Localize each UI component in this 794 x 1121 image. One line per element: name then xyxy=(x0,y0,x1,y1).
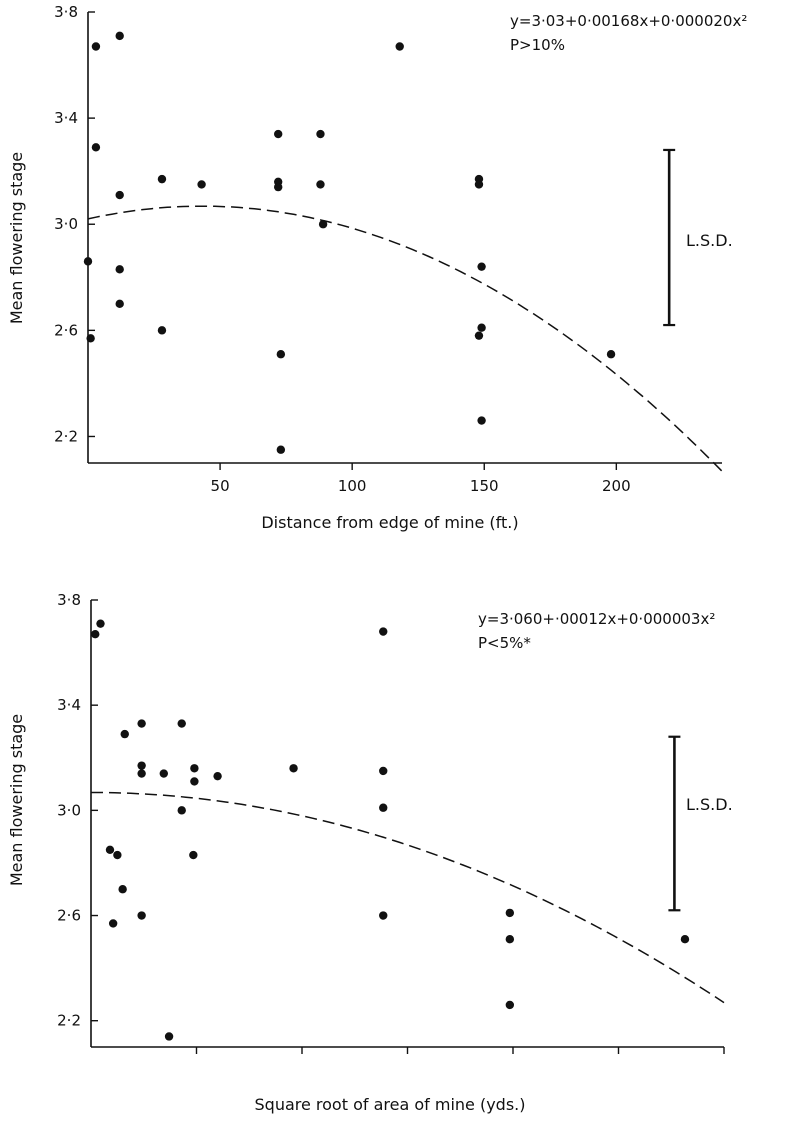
chart0-data-point xyxy=(157,326,167,335)
chart0-data-point xyxy=(274,129,283,139)
chart0-data-point xyxy=(86,334,95,343)
chart1-y-tick-label: 3·0 xyxy=(57,801,81,819)
chart1-data-point xyxy=(137,911,146,920)
chart0-data-point xyxy=(276,445,286,454)
chart0-x-tick-label: 200 xyxy=(602,477,631,495)
chart1-data-point xyxy=(159,769,168,778)
chart0-lsd-label: L.S.D. xyxy=(686,231,733,250)
chart1-equation: y=3·060+·00012x+0·000003x² xyxy=(478,610,715,628)
chart1-data-point xyxy=(113,850,122,860)
chart-square-root-of-area: 2·2 2·6 3·0 3·4 3·8 y=3·060+·00012x+0·000003… xyxy=(7,591,733,1114)
chart1-data-point xyxy=(379,911,388,920)
chart1-data-point xyxy=(505,908,515,918)
chart1-data-point xyxy=(91,629,100,639)
chart1-lsd-label: L.S.D. xyxy=(686,795,733,814)
chart1-data-point xyxy=(96,619,105,628)
chart0-data-point xyxy=(115,31,124,41)
chart0-data-point xyxy=(477,323,486,332)
chart0-data-point xyxy=(91,143,101,152)
chart0-y-tick-label: 3·4 xyxy=(54,109,78,127)
chart0-x-tick-label: 150 xyxy=(470,477,499,495)
chart0-data-point xyxy=(115,265,124,274)
chart0-y-tick-label: 2·6 xyxy=(54,321,78,339)
chart1-data-point xyxy=(137,769,146,778)
chart0-data-point xyxy=(316,180,325,189)
chart1-data-point xyxy=(190,764,199,773)
chart0-data-point xyxy=(395,42,404,51)
chart1-data-point xyxy=(164,1032,174,1041)
chart0-data-point xyxy=(316,129,325,139)
chart1-data-point xyxy=(177,806,186,815)
chart0-data-point xyxy=(157,174,167,184)
chart0-data-point xyxy=(115,190,124,200)
chart0-y-tick-label: 2·2 xyxy=(54,427,78,445)
chart1-data-point xyxy=(680,934,690,944)
chart1-y-tick-label: 3·4 xyxy=(57,696,81,714)
chart1-data-point xyxy=(289,764,298,773)
chart1-data-point xyxy=(120,729,129,739)
chart1-data-point xyxy=(505,934,515,944)
chart1-data-point xyxy=(379,803,388,812)
chart1-data-point xyxy=(118,885,127,894)
chart0-data-point xyxy=(83,257,93,266)
chart0-fitted-curve xyxy=(87,205,723,472)
chart1-y-tick-label: 2·2 xyxy=(57,1012,81,1030)
chart1-data-point xyxy=(137,761,146,770)
chart0-data-point xyxy=(197,180,206,189)
chart0-data-point xyxy=(477,262,486,271)
chart1-data-point xyxy=(177,719,186,728)
chart0-y-axis-title: Mean flowering stage xyxy=(7,152,26,324)
chart0-x-axis-title: Distance from edge of mine (ft.) xyxy=(261,513,518,532)
chart-distance-from-edge: 2·2 2·6 3·0 3·4 3·8 50 100 150 200 y=3·03+0·0016… xyxy=(7,3,747,532)
chart0-data-point xyxy=(276,350,286,359)
chart1-data-point xyxy=(190,777,199,786)
chart0-data-point xyxy=(115,299,124,309)
chart1-y-axis-title: Mean flowering stage xyxy=(7,714,26,886)
chart0-data-point xyxy=(474,180,484,189)
chart1-x-axis-title: Square root of area of mine (yds.) xyxy=(255,1095,526,1114)
chart0-data-point xyxy=(91,42,101,51)
chart0-data-point xyxy=(318,220,328,229)
chart1-data-point xyxy=(505,1000,515,1010)
chart1-y-tick-label: 2·6 xyxy=(57,907,81,925)
chart1-y-tick-label: 3·8 xyxy=(57,591,81,609)
chart1-data-point xyxy=(379,766,388,776)
chart0-equation: y=3·03+0·00168x+0·000020x² xyxy=(510,12,747,30)
chart1-data-point xyxy=(108,919,118,928)
chart1-data-point xyxy=(213,771,222,781)
chart1-data-point xyxy=(379,627,388,636)
chart1-fitted-curve xyxy=(91,791,725,1004)
chart0-x-tick-label: 50 xyxy=(211,477,230,495)
chart0-data-point xyxy=(274,182,283,192)
chart0-significance: P>10% xyxy=(510,36,565,54)
chart0-x-tick-label: 100 xyxy=(338,477,367,495)
chart1-significance: P<5%* xyxy=(478,634,531,652)
chart1-data-point xyxy=(189,850,198,860)
chart0-y-tick-label: 3·8 xyxy=(54,3,78,21)
chart0-data-point xyxy=(474,331,484,340)
chart1-data-point xyxy=(137,719,146,728)
chart1-data-point xyxy=(105,845,115,854)
chart0-y-tick-label: 3·0 xyxy=(54,215,78,233)
chart0-data-point xyxy=(477,416,486,425)
chart0-data-point xyxy=(606,350,616,359)
